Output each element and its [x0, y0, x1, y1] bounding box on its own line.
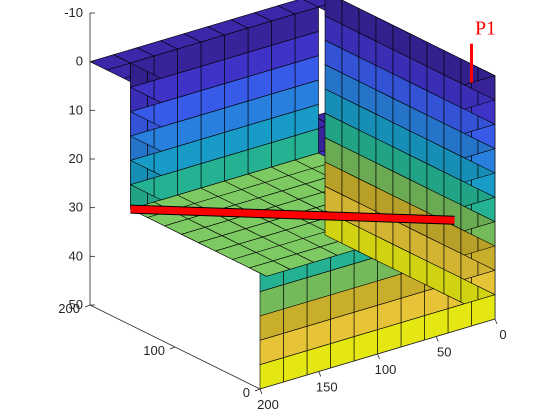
- x-tick-mark: [494, 318, 498, 325]
- grid-cell-face: [249, 260, 291, 277]
- x-tick-label: 50: [437, 345, 451, 360]
- z-tick-label: 30: [69, 200, 83, 215]
- y-tick-mark: [84, 304, 91, 308]
- x-tick-label: 0: [499, 327, 506, 342]
- x-tick-mark: [318, 371, 322, 377]
- z-tick-label: 40: [69, 248, 83, 263]
- axes: -10 0 10 20 30 40 50 0 100 200 0 50 100 150 200: [58, 5, 506, 412]
- x-tick-label: 150: [316, 380, 338, 395]
- well-label: P1: [475, 18, 496, 40]
- z-tick-label: -10: [64, 5, 83, 20]
- grid-cells: [89, 0, 496, 390]
- x-tick-label: 100: [375, 362, 397, 377]
- y-tick-label: 200: [58, 301, 80, 316]
- x-tick-mark: [377, 353, 380, 360]
- x-tick-mark: [435, 336, 439, 342]
- well-horizontal-segment: [130, 205, 455, 224]
- y-tick-label: 100: [143, 343, 165, 358]
- wells: P1: [130, 18, 496, 225]
- y-tick-mark: [254, 388, 261, 392]
- z-tick-label: 20: [69, 151, 83, 166]
- y-tick-label: 0: [243, 385, 250, 400]
- z-tick-label: 10: [69, 102, 83, 117]
- x-tick-mark: [259, 388, 263, 395]
- x-tick-label: 200: [257, 397, 279, 412]
- z-tick-label: 50: [69, 297, 83, 312]
- z-tick-label: 0: [76, 54, 83, 69]
- y-tick-mark: [169, 346, 176, 350]
